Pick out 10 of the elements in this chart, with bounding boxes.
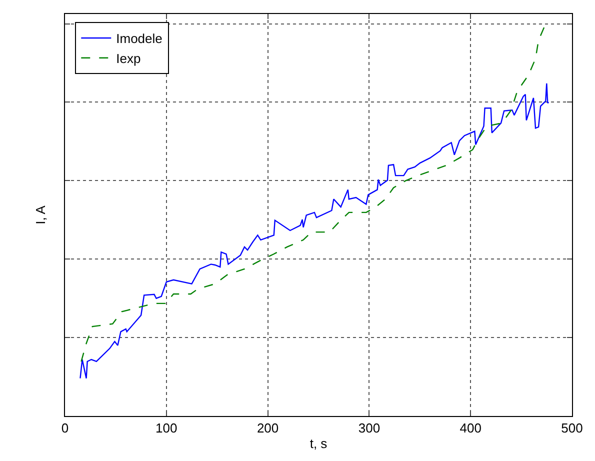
y-axis-title: I, A bbox=[32, 205, 48, 224]
x-tick-label: 200 bbox=[256, 420, 279, 436]
x-tick-label: 300 bbox=[358, 420, 380, 436]
x-tick-label: 100 bbox=[156, 420, 178, 436]
x-axis-title: t, s bbox=[310, 436, 328, 452]
x-tick-label: 0 bbox=[61, 420, 69, 436]
x-tick-label: 500 bbox=[561, 420, 583, 436]
legend-label: Imodele bbox=[116, 31, 162, 46]
x-tick-label: 400 bbox=[460, 420, 482, 436]
legend-label: Iexp bbox=[116, 50, 141, 66]
